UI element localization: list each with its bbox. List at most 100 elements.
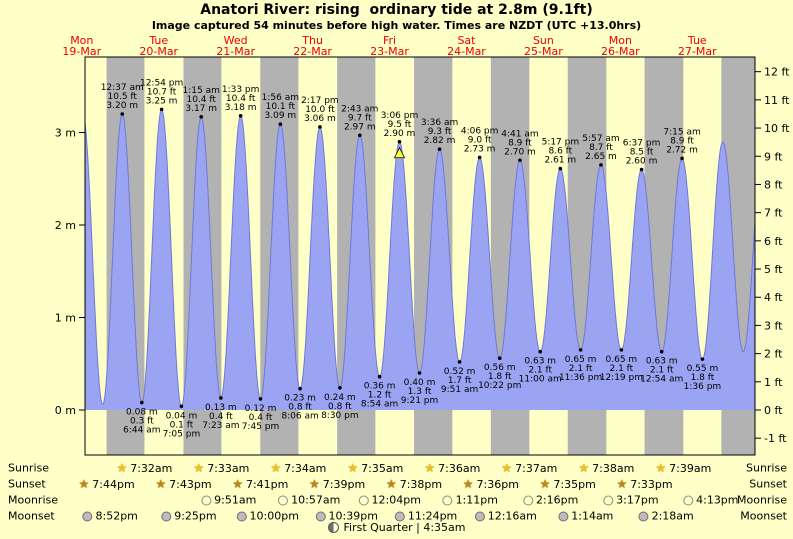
sunset-item: ★ 7:33pm	[616, 478, 672, 490]
low-tide-annotation: 0.63 m	[646, 357, 678, 367]
low-tide-annotation: 7:45 pm	[242, 422, 280, 432]
high-tide-annotation: 1:33 pm	[222, 85, 260, 95]
high-tide-annotation: 2.73 m	[464, 144, 496, 154]
day-name-label: Mon	[70, 34, 93, 47]
high-tide-annotation: 1:56 am	[262, 93, 299, 103]
moonset-time: 12:16am	[487, 509, 537, 523]
day-date-label: 22-Mar	[293, 45, 332, 58]
sunset-label-right: Sunset	[749, 477, 787, 491]
y-axis-left-label: 1 m	[55, 312, 76, 325]
low-tide-annotation: 0.13 m	[205, 403, 237, 413]
high-tide-annotation: 3.25 m	[146, 96, 178, 106]
moonset-item: 8:52pm	[82, 509, 138, 523]
current-time-marker	[393, 146, 406, 159]
day-date-label: 19-Mar	[62, 45, 101, 58]
low-tide-annotation: 0.40 m	[404, 378, 436, 388]
sunrise-icon: ★	[424, 461, 436, 475]
low-tide-annotation: 0.12 m	[245, 404, 277, 414]
low-tide-annotation: 2.1 ft	[650, 366, 674, 376]
day-name-label: Sun	[533, 34, 554, 47]
sunrise-time: 7:38am	[592, 461, 635, 475]
high-tide-annotation: 10.5 ft	[108, 92, 138, 102]
sunrise-label-right: Sunrise	[745, 461, 787, 475]
high-tide-annotation: 6:37 pm	[623, 139, 661, 149]
moonset-label-right: Moonset	[740, 509, 787, 523]
moonset-row: Moonset Moonset 8:52pm 9:25pm 10:00pm 10:39…	[0, 508, 793, 524]
low-tide-annotation: 1.7 ft	[448, 376, 472, 386]
high-tide-annotation: 2.82 m	[424, 136, 456, 146]
moonrise-icon	[603, 495, 614, 505]
sunset-item: ★ 7:43pm	[155, 478, 211, 490]
moonset-icon	[236, 511, 247, 521]
sunset-item: ★ 7:39pm	[309, 478, 365, 490]
high-tide-annotation: 8.5 ft	[630, 148, 654, 158]
sunrise-item: ★ 7:34am	[270, 462, 326, 474]
sunrise-item: ★ 7:39am	[655, 462, 711, 474]
moonset-icon	[638, 511, 649, 521]
day-date-label: 25-Mar	[524, 45, 563, 58]
sunset-time: 7:38pm	[399, 477, 443, 491]
sunrise-time: 7:33am	[207, 461, 250, 475]
y-axis-right-label: 2 ft	[764, 348, 783, 361]
day-name-label: Tue	[687, 34, 707, 47]
low-tide-annotation: 0.52 m	[444, 367, 476, 377]
tide-extreme-dot	[140, 400, 144, 405]
tide-extreme-dot	[578, 348, 583, 352]
high-tide-annotation: 2.70 m	[504, 147, 536, 157]
tide-extreme-dot	[397, 139, 402, 144]
moonrise-label-left: Moonrise	[8, 493, 58, 507]
high-tide-annotation: 10.4 ft	[226, 94, 256, 104]
low-tide-annotation: 0.8 ft	[328, 402, 352, 412]
moonrise-time: 4:13pm	[696, 493, 739, 507]
moonset-item: 2:18am	[638, 509, 694, 523]
y-axis-right-label: 0 ft	[764, 404, 783, 417]
high-tide-annotation: 10.4 ft	[186, 95, 216, 105]
sunset-icon: ★	[309, 477, 320, 491]
high-tide-annotation: 3:36 am	[421, 118, 458, 128]
moonrise-time: 12:04pm	[371, 493, 421, 507]
low-tide-annotation: 0.4 ft	[209, 412, 233, 422]
high-tide-annotation: 12:54 pm	[140, 78, 183, 88]
moonset-icon	[394, 511, 405, 521]
high-tide-annotation: 7:15 am	[663, 127, 700, 137]
high-tide-annotation: 3.20 m	[106, 101, 138, 111]
low-tide-annotation: 0.55 m	[687, 364, 719, 374]
moonrise-time: 10:57am	[291, 493, 341, 507]
sunset-time: 7:35pm	[553, 477, 596, 491]
moonrise-item: 3:17pm	[603, 495, 659, 506]
sunset-icon: ★	[232, 477, 243, 491]
tide-extreme-dot	[457, 360, 462, 364]
sunset-time: 7:36pm	[476, 477, 519, 491]
moonrise-label-right: Moonrise	[737, 493, 787, 507]
tide-extreme-dot	[159, 107, 164, 112]
sunset-row: Sunset Sunset ★ 7:44pm ★ 7:43pm ★ 7:41pm ★ 7:39…	[0, 476, 793, 492]
moonset-time: 2:18am	[651, 509, 694, 523]
low-tide-annotation: 9:21 pm	[401, 396, 439, 406]
high-tide-annotation: 3.06 m	[304, 114, 336, 124]
high-tide-annotation: 9.0 ft	[468, 135, 492, 145]
sunset-icon: ★	[539, 477, 551, 491]
tide-extreme-dot	[639, 167, 644, 172]
low-tide-annotation: 2.1 ft	[528, 366, 552, 376]
moonset-item: 1:14am	[558, 511, 613, 522]
y-axis-right-label: 5 ft	[764, 263, 783, 276]
tide-extreme-dot	[437, 147, 442, 151]
day-name-label: Tue	[148, 34, 168, 47]
high-tide-annotation: 3:06 pm	[381, 111, 419, 121]
tide-extreme-dot	[120, 112, 125, 116]
moonrise-time: 2:16pm	[535, 493, 579, 507]
tide-extreme-dot	[558, 166, 563, 171]
sunset-item: ★ 7:38pm	[386, 478, 442, 490]
low-tide-annotation: 11:00 am	[519, 375, 562, 385]
moonset-time: 8:52pm	[95, 509, 138, 523]
chart-title: Anatori River: rising ordinary tide at 2…	[200, 2, 593, 18]
moonset-item: 10:39pm	[315, 511, 378, 522]
low-tide-annotation: 0.3 ft	[130, 417, 154, 427]
sunset-icon: ★	[385, 477, 397, 491]
moon-phase: First Quarter | 4:35am	[0, 521, 793, 534]
sunrise-item: ★ 7:38am	[578, 462, 634, 474]
high-tide-annotation: 3.17 m	[185, 104, 217, 114]
low-tide-annotation: 8:30 pm	[321, 411, 359, 421]
moonset-item: 11:24pm	[394, 511, 457, 522]
